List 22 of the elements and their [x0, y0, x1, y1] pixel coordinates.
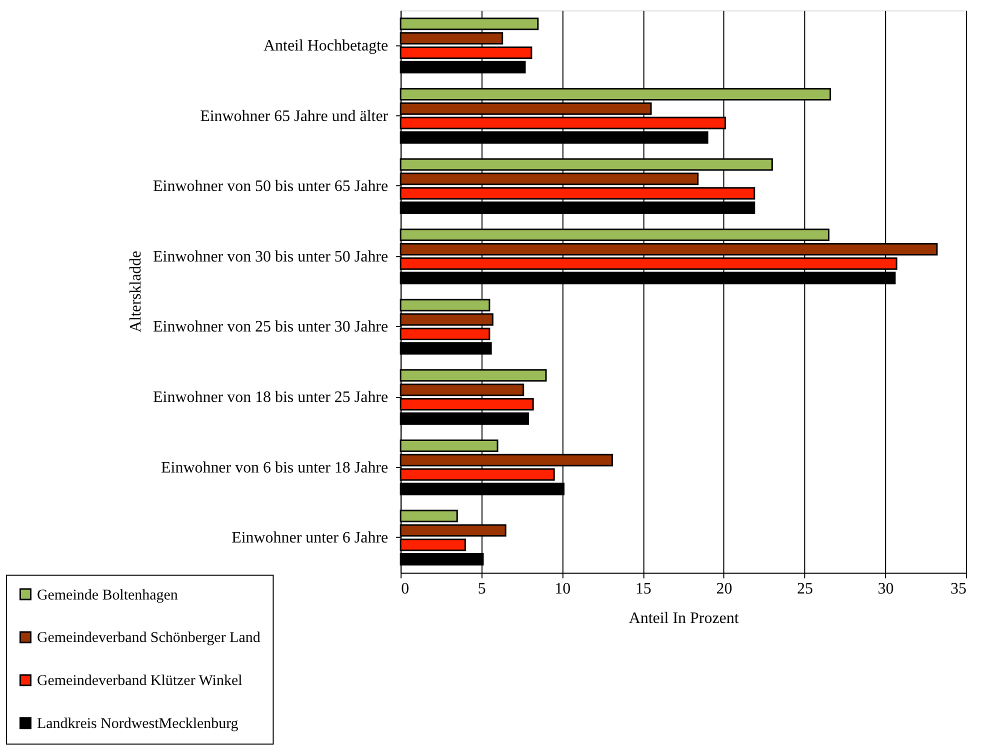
y-tick-label: Einwohner 65 Jahre und älter: [200, 108, 389, 125]
y-tick-label: Einwohner von 30 bis unter 50 Jahre: [153, 248, 388, 266]
x-tick-label: 15: [635, 580, 652, 598]
x-tick-label: 35: [950, 580, 967, 598]
y-tick-label: Einwohner von 6 bis unter 18 Jahre: [161, 459, 388, 476]
y-tick-label: Einwohner von 25 bis unter 30 Jahre: [153, 318, 388, 336]
y-tick-label: Einwohner unter 6 Jahre: [232, 530, 388, 547]
y-axis-title: Alterskladde: [127, 250, 144, 332]
x-tick-label: 20: [716, 580, 732, 598]
legend-label: Gemeinde Boltenhagen: [36, 587, 178, 604]
x-tick-label: 25: [796, 580, 813, 598]
legend-label: Gemeindeverband Schönberger Land: [36, 630, 261, 646]
legend-label: Landkreis NordwestMecklenburg: [36, 716, 239, 732]
y-tick-label: Einwohner von 50 bis unter 65 Jahre: [153, 178, 388, 196]
x-tick-label: 30: [878, 580, 894, 598]
legend-label: Gemeindeverband Klützer Winkel: [36, 673, 242, 690]
x-tick-label: 10: [554, 580, 571, 598]
y-tick-label: Einwohner von 18 bis unter 25 Jahre: [153, 389, 388, 406]
y-tick-label: Anteil Hochbetagte: [263, 38, 388, 55]
x-tick-label: 5: [478, 580, 486, 598]
x-tick-label: 0: [401, 580, 410, 598]
x-axis-title: Anteil In Prozent: [628, 610, 740, 628]
